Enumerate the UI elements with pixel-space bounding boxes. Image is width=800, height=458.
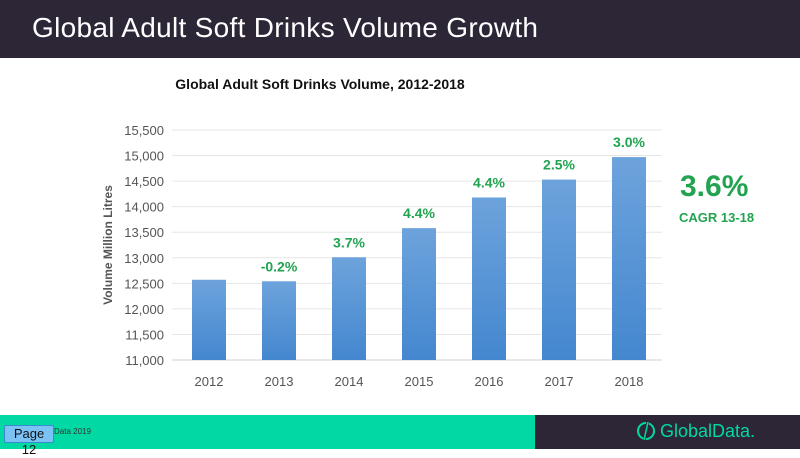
bar-2013 bbox=[262, 281, 296, 360]
y-tick-label: 15,500 bbox=[124, 123, 164, 138]
bar-2012 bbox=[192, 279, 226, 360]
x-tick-label: 2017 bbox=[545, 374, 574, 389]
x-tick-label: 2018 bbox=[615, 374, 644, 389]
y-tick-label: 13,000 bbox=[124, 251, 164, 266]
x-tick-label: 2016 bbox=[475, 374, 504, 389]
chart-title: Global Adult Soft Drinks Volume, 2012-20… bbox=[175, 76, 465, 92]
x-tick-label: 2015 bbox=[405, 374, 434, 389]
y-tick-label: 11,500 bbox=[125, 327, 164, 342]
globaldata-logo-icon bbox=[637, 420, 655, 442]
growth-label: 3.0% bbox=[613, 134, 645, 150]
cagr-label: CAGR 13-18 bbox=[679, 210, 755, 225]
footer-logo-area bbox=[535, 415, 800, 449]
growth-label: 2.5% bbox=[543, 157, 575, 173]
y-tick-label: 12,000 bbox=[124, 302, 164, 317]
y-tick-label: 14,500 bbox=[124, 174, 164, 189]
bar-2016 bbox=[472, 197, 506, 360]
slide-header: Global Adult Soft Drinks Volume Growth bbox=[0, 0, 800, 58]
bar-2018 bbox=[612, 157, 646, 360]
y-tick-label: 12,500 bbox=[124, 276, 164, 291]
x-tick-label: 2014 bbox=[335, 374, 364, 389]
page-number: Page 12 bbox=[4, 425, 54, 457]
growth-label: 3.7% bbox=[333, 234, 365, 250]
y-tick-label: 14,000 bbox=[124, 200, 164, 215]
y-axis-label: Volume Million Litres bbox=[101, 185, 115, 305]
logo-text: GlobalData. bbox=[660, 420, 756, 441]
bar-2014 bbox=[332, 257, 366, 360]
growth-label: 4.4% bbox=[403, 205, 435, 221]
growth-label: -0.2% bbox=[261, 258, 298, 274]
growth-label: 4.4% bbox=[473, 174, 505, 190]
y-tick-label: 15,000 bbox=[124, 149, 164, 164]
copyright-text: Data 2019 bbox=[54, 427, 91, 436]
x-tick-label: 2012 bbox=[195, 374, 224, 389]
slide-title: Global Adult Soft Drinks Volume Growth bbox=[32, 12, 539, 43]
y-tick-label: 11,000 bbox=[125, 353, 164, 368]
cagr-value: 3.6% bbox=[680, 170, 749, 203]
bar-2015 bbox=[402, 228, 436, 360]
bar-2017 bbox=[542, 179, 576, 360]
globaldata-logo: GlobalData. bbox=[636, 420, 755, 442]
y-tick-label: 13,500 bbox=[124, 225, 164, 240]
x-tick-label: 2013 bbox=[265, 374, 294, 389]
